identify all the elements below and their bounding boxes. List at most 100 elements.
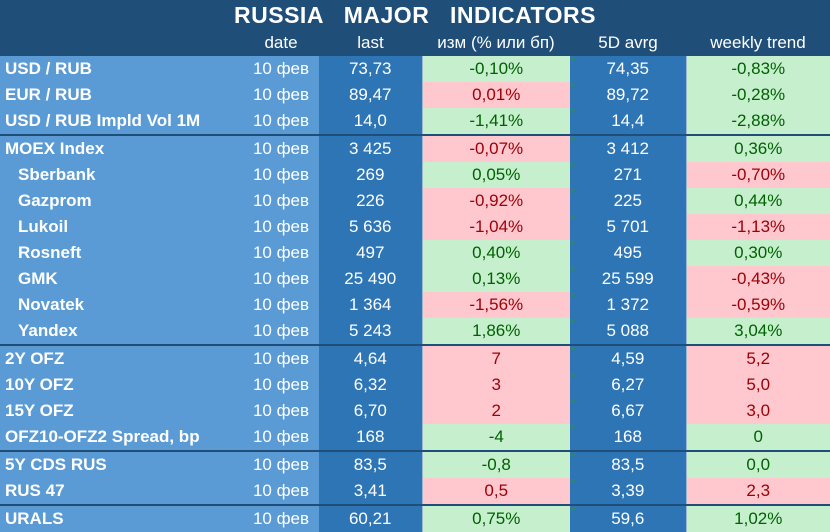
row-weekly-trend: -0,28% [685,82,830,108]
row-5d-avg: 168 [570,424,686,451]
row-5d-avg: 74,35 [570,56,686,82]
row-date: 10 фев [243,478,319,505]
row-date: 10 фев [243,504,319,532]
row-weekly-trend-text: -1,13% [731,217,786,236]
row-weekly-trend: 3,04% [685,318,830,345]
row-weekly-trend-text: 5,0 [746,375,771,394]
row-last-text: 3,41 [353,481,387,500]
row-last: 3,41 [319,478,422,505]
cell-flag-icon [571,57,576,62]
row-date-text: 10 фев [252,217,310,236]
row-name-text: Gazprom [18,191,92,210]
cell-flag-icon [571,399,576,404]
row-change: 0,01% [421,82,570,108]
row-last: 168 [319,424,422,451]
row-weekly-trend: -1,13% [685,214,830,240]
header-date: date [243,30,319,56]
row-change: -1,41% [421,108,570,135]
table-row: Lukoil 10 фев 5 636 -1,04% 5 701 -1,13% [0,214,830,240]
row-weekly-trend: -2,88% [685,108,830,135]
row-weekly-trend: 0,44% [685,188,830,214]
row-name: Sberbank [0,162,243,188]
row-last-text: 6,32 [353,375,387,394]
row-date: 10 фев [243,240,319,266]
cell-flag-icon [571,347,576,352]
row-5d-avg-text: 495 [613,243,642,262]
row-change-text: 7 [491,349,501,368]
row-change-text: 0,75% [472,509,521,528]
table-row: Gazprom 10 фев 226 -0,92% 225 0,44% [0,188,830,214]
row-last-text: 73,73 [348,59,392,78]
row-change: 1,86% [421,318,570,345]
row-last: 60,21 [319,504,422,532]
row-date: 10 фев [243,188,319,214]
header-weekly-trend: weekly trend [686,30,830,56]
row-date: 10 фев [243,292,319,318]
row-name-text: Yandex [18,321,78,340]
table-row: MOEX Index 10 фев 3 425 -0,07% 3 412 0,36% [0,134,830,162]
row-last-text: 6,70 [353,401,387,420]
row-date: 10 фев [243,424,319,451]
row-date-text: 10 фев [252,509,310,528]
row-name: URALS [0,504,243,532]
row-change: 3 [421,372,570,398]
row-5d-avg: 3 412 [570,134,686,162]
row-last-text: 4,64 [353,349,387,368]
header-5d-avg: 5D avrg [570,30,686,56]
table-row: 2Y OFZ 10 фев 4,64 7 4,59 5,2 [0,344,830,372]
cell-flag-icon [571,109,576,114]
header-row: date last изм (% или бп) 5D avrg weekly … [0,30,830,56]
row-date-text: 10 фев [252,191,310,210]
cell-flag-icon [571,425,576,430]
row-date-text: 10 фев [252,295,310,314]
cell-flag-icon [571,163,576,168]
row-weekly-trend-text: 0,30% [734,243,783,262]
row-last: 1 364 [319,292,422,318]
row-name: RUS 47 [0,478,243,505]
row-name-text: OFZ10-OFZ2 Spread, bp [5,427,200,446]
row-date: 10 фев [243,372,319,398]
row-change: -0,92% [421,188,570,214]
row-5d-avg-text: 225 [613,191,642,210]
row-weekly-trend-text: 0,36% [734,139,783,158]
row-date: 10 фев [243,108,319,135]
row-last-text: 168 [356,427,385,446]
row-5d-avg-text: 1 372 [606,295,650,314]
row-5d-avg: 225 [570,188,686,214]
row-weekly-trend-text: 3,0 [746,401,771,420]
row-weekly-trend: -0,70% [685,162,830,188]
row-5d-avg-text: 3 412 [606,139,650,158]
row-change: 7 [421,344,570,372]
row-date-text: 10 фев [252,349,310,368]
row-change-text: 2 [491,401,501,420]
row-change-text: 0,40% [472,243,521,262]
row-date: 10 фев [243,214,319,240]
row-date: 10 фев [243,82,319,108]
table-row: RUS 47 10 фев 3,41 0,5 3,39 2,3 [0,478,830,505]
cell-flag-icon [571,507,576,512]
row-name: 15Y OFZ [0,398,243,424]
cell-flag-icon [571,267,576,272]
cell-flag-icon [571,293,576,298]
row-date-text: 10 фев [252,481,310,500]
table-row: URALS 10 фев 60,21 0,75% 59,6 1,02% [0,504,830,532]
row-weekly-trend: -0,59% [685,292,830,318]
row-5d-avg-text: 5 701 [606,217,650,236]
row-weekly-trend-text: 3,04% [734,321,783,340]
row-last-text: 269 [356,165,385,184]
row-5d-avg: 3,39 [570,478,686,505]
row-change: 0,75% [421,504,570,532]
row-weekly-trend: 0 [685,424,830,451]
table-row: 10Y OFZ 10 фев 6,32 3 6,27 5,0 [0,372,830,398]
row-last-text: 14,0 [353,111,387,130]
table-row: USD / RUB 10 фев 73,73 -0,10% 74,35 -0,83% [0,56,830,82]
row-last: 226 [319,188,422,214]
row-5d-avg-text: 271 [613,165,642,184]
row-name: Novatek [0,292,243,318]
row-change: 0,13% [421,266,570,292]
row-last-text: 83,5 [353,455,387,474]
table-row: Novatek 10 фев 1 364 -1,56% 1 372 -0,59% [0,292,830,318]
row-change-text: -1,56% [469,295,524,314]
row-name: Yandex [0,318,243,345]
